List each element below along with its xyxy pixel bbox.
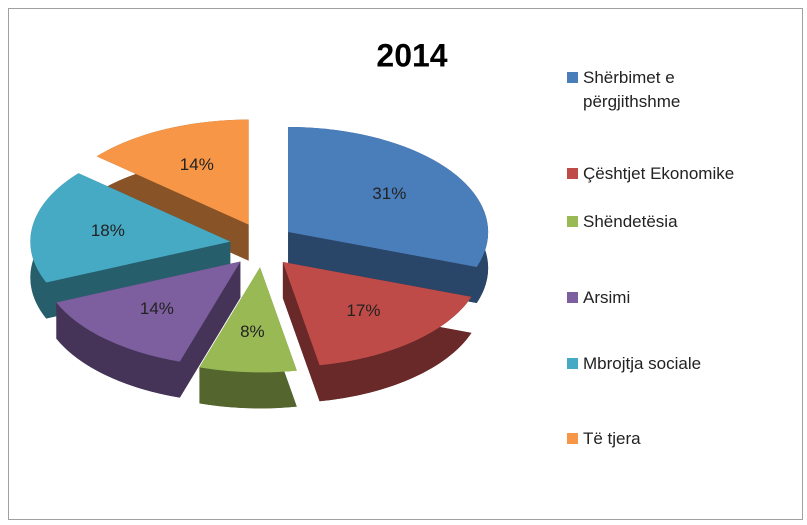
data-label: 14% [180, 155, 214, 174]
legend-label: Arsimi [583, 288, 631, 307]
legend-label: Shëndetësia [583, 212, 678, 231]
legend-label: Mbrojtja sociale [583, 354, 702, 373]
chart-frame [8, 8, 803, 520]
legend-item: Arsimi [567, 286, 630, 310]
slice [199, 267, 297, 373]
legend-item: Të tjera [567, 427, 641, 451]
legend-swatch [567, 216, 578, 227]
data-label: 17% [346, 301, 380, 320]
slice [30, 173, 231, 283]
legend-swatch [567, 72, 578, 83]
legend-swatch [567, 168, 578, 179]
data-label: 18% [91, 221, 125, 240]
legend-swatch [567, 292, 578, 303]
legend-item: Mbrojtja sociale [567, 352, 701, 376]
legend-item: Shëndetësia [567, 210, 678, 234]
data-label: 31% [372, 184, 406, 203]
slice [56, 261, 241, 362]
data-label: 8% [240, 322, 265, 341]
legend-item: Shërbimet e përgjithshme [567, 66, 733, 114]
legend-swatch [567, 433, 578, 444]
legend-label: Çështjet Ekonomike [583, 164, 735, 183]
legend-item: Çështjet Ekonomike [567, 162, 734, 186]
legend-label: Të tjera [583, 429, 641, 448]
chart-title: 2014 [376, 37, 447, 73]
data-label: 14% [140, 299, 174, 318]
slice [282, 262, 472, 366]
legend-label: Shërbimet e përgjithshme [583, 68, 681, 111]
slice [96, 119, 249, 225]
slice [288, 127, 489, 267]
legend-swatch [567, 358, 578, 369]
